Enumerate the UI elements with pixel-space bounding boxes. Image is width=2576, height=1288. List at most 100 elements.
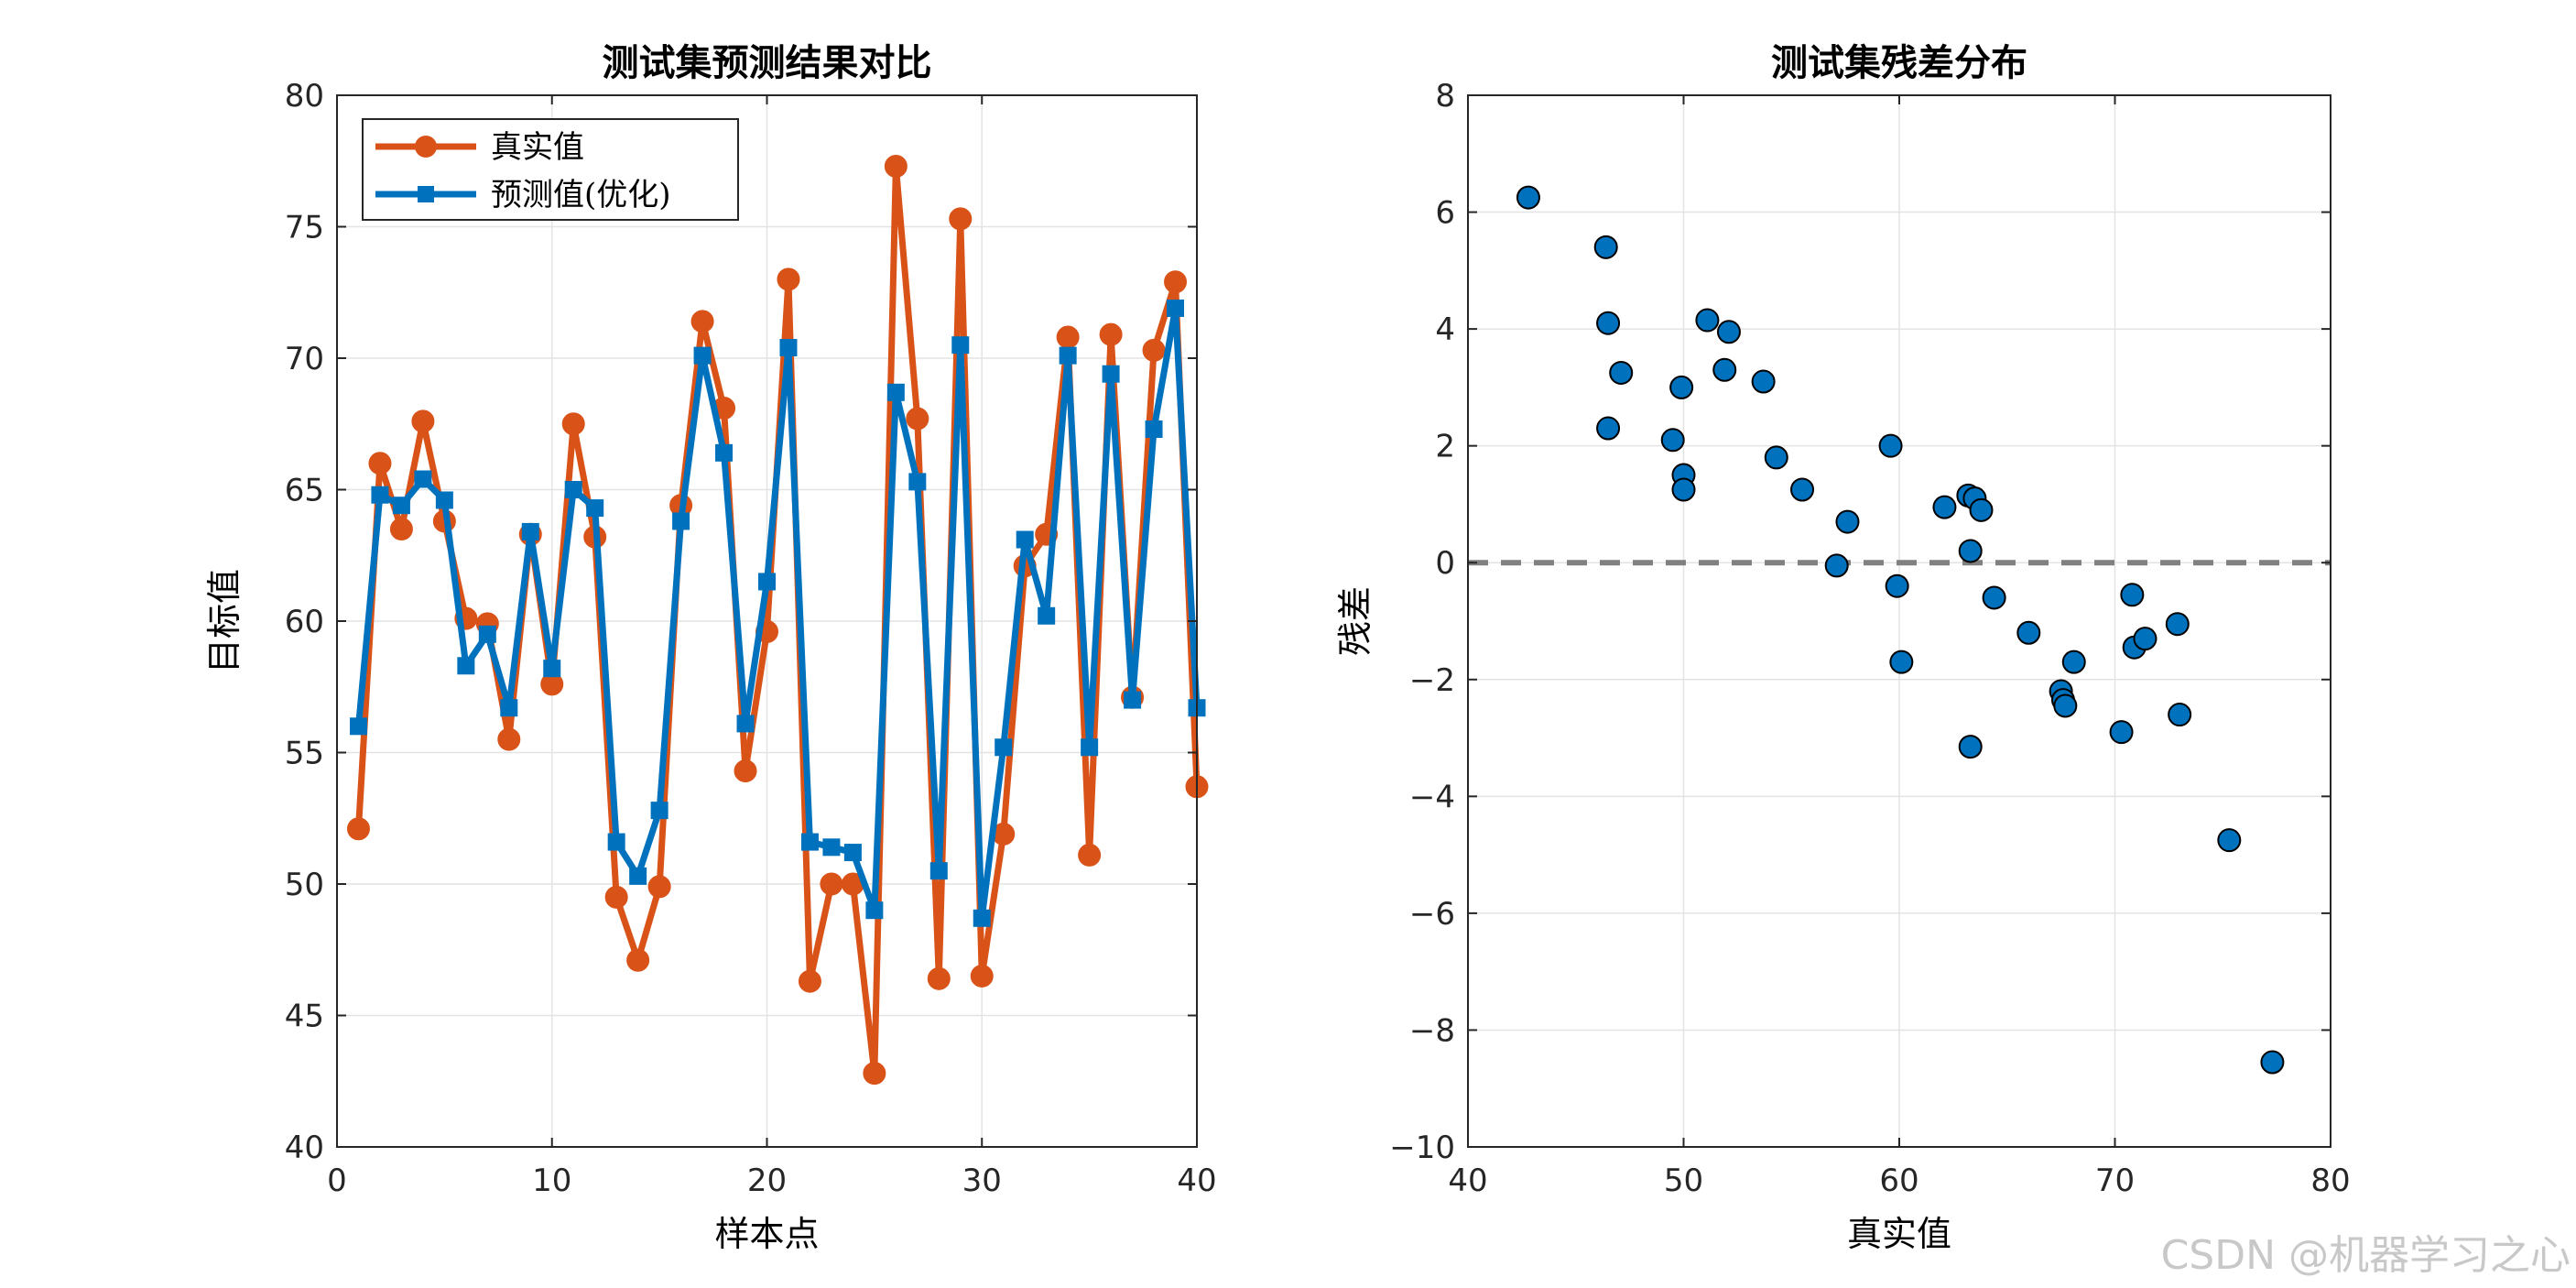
data-point bbox=[929, 862, 948, 880]
data-point bbox=[497, 727, 521, 751]
data-point bbox=[478, 625, 496, 643]
data-point bbox=[693, 346, 712, 365]
data-point bbox=[820, 872, 843, 896]
y-tick-label: −4 bbox=[1409, 779, 1455, 815]
residual-point bbox=[1669, 375, 1694, 399]
y-tick-label: 60 bbox=[285, 604, 324, 640]
data-point bbox=[414, 470, 432, 488]
comparison-chart: 0 10 20 30 40 40 45 50 55 60 65 70 75 80 测试集预测结果对比 样本… bbox=[204, 41, 1217, 1254]
y-axis-label: 残差 bbox=[1335, 586, 1375, 656]
y-tick-label: 75 bbox=[285, 210, 324, 246]
residual-point bbox=[1764, 445, 1788, 470]
y-tick-label: 80 bbox=[285, 78, 324, 115]
data-point bbox=[392, 497, 410, 515]
data-point bbox=[626, 948, 650, 972]
data-point bbox=[690, 310, 714, 333]
y-tick-label: 6 bbox=[1435, 195, 1455, 232]
series-predicted bbox=[349, 299, 1206, 927]
data-point bbox=[822, 838, 841, 857]
data-point bbox=[1081, 738, 1099, 757]
residual-point bbox=[1695, 308, 1720, 333]
data-point bbox=[863, 1062, 886, 1086]
x-tick-label: 30 bbox=[962, 1162, 1002, 1199]
legend-label-predicted: 预测值(优化) bbox=[491, 177, 671, 213]
residual-point bbox=[1982, 585, 2006, 610]
data-point bbox=[843, 844, 862, 862]
legend-marker-predicted bbox=[418, 186, 434, 202]
x-axis-label: 真实值 bbox=[1847, 1214, 1951, 1254]
data-point bbox=[906, 407, 929, 431]
residual-point bbox=[1712, 357, 1737, 382]
data-point bbox=[368, 452, 392, 475]
residual-point bbox=[1671, 477, 1696, 502]
data-point bbox=[411, 409, 435, 433]
residual-point bbox=[1596, 311, 1621, 335]
chart-title: 测试集预测结果对比 bbox=[603, 41, 932, 84]
data-point bbox=[586, 499, 604, 518]
data-point bbox=[629, 867, 647, 885]
tick-labels: 40 50 60 70 80 −10 −8 −6 −4 −2 0 2 4 6 8 bbox=[1389, 78, 2350, 1199]
residual-point bbox=[2168, 703, 2192, 727]
legend: 真实值 预测值(优化) bbox=[362, 118, 739, 221]
y-tick-label: 65 bbox=[285, 473, 324, 509]
x-tick-label: 50 bbox=[1664, 1162, 1703, 1199]
x-tick-label: 70 bbox=[2095, 1162, 2135, 1199]
data-point bbox=[777, 267, 800, 291]
residual-point bbox=[2120, 583, 2145, 607]
data-point bbox=[349, 717, 367, 736]
data-point bbox=[1145, 420, 1163, 438]
residual-point bbox=[1516, 185, 1540, 210]
data-point bbox=[1167, 299, 1185, 317]
data-point bbox=[1078, 843, 1102, 867]
data-point bbox=[1124, 691, 1142, 709]
x-tick-label: 40 bbox=[1177, 1162, 1216, 1199]
residual-point bbox=[1751, 369, 1776, 394]
residual-point bbox=[2061, 649, 2086, 674]
data-point bbox=[561, 412, 585, 436]
data-point bbox=[457, 657, 475, 675]
residual-point bbox=[1660, 428, 1685, 453]
legend-label-actual: 真实值 bbox=[491, 129, 584, 166]
residual-point bbox=[1824, 553, 1849, 578]
data-point bbox=[865, 901, 884, 920]
x-tick-label: 10 bbox=[532, 1162, 571, 1199]
data-point bbox=[521, 522, 539, 540]
residual-point bbox=[2053, 693, 2078, 718]
watermark: CSDN @机器学习之心 bbox=[2160, 1232, 2571, 1279]
x-tick-label: 0 bbox=[327, 1162, 347, 1199]
data-point bbox=[927, 966, 951, 990]
tick-labels: 0 10 20 30 40 40 45 50 55 60 65 70 75 80 bbox=[285, 78, 1217, 1199]
residual-point bbox=[2260, 1050, 2285, 1075]
data-point bbox=[800, 833, 819, 851]
residual-point bbox=[2165, 612, 2190, 637]
y-tick-label: −8 bbox=[1409, 1012, 1455, 1049]
data-point bbox=[1102, 365, 1120, 383]
data-point bbox=[1099, 322, 1123, 346]
residual-point bbox=[1958, 539, 1983, 563]
y-tick-label: 55 bbox=[285, 736, 324, 772]
data-point bbox=[886, 383, 905, 401]
residual-point bbox=[1790, 477, 1815, 502]
y-tick-label: −2 bbox=[1409, 662, 1455, 699]
data-point bbox=[1059, 346, 1077, 365]
data-point bbox=[1038, 606, 1056, 625]
data-point bbox=[564, 481, 582, 498]
data-point bbox=[672, 512, 690, 530]
y-tick-label: −10 bbox=[1389, 1130, 1455, 1166]
residual-point bbox=[1969, 497, 1994, 522]
residual-point bbox=[2016, 620, 2041, 645]
data-point bbox=[389, 518, 413, 541]
y-tick-label: 2 bbox=[1435, 429, 1455, 465]
data-point bbox=[734, 759, 757, 783]
data-point bbox=[970, 964, 994, 988]
data-point bbox=[758, 573, 776, 591]
data-point bbox=[949, 207, 973, 231]
scatter-points bbox=[1516, 185, 2285, 1075]
residual-point bbox=[1932, 495, 1957, 519]
data-point bbox=[1056, 325, 1080, 349]
data-point bbox=[1016, 530, 1034, 549]
x-tick-label: 40 bbox=[1448, 1162, 1487, 1199]
series-line bbox=[354, 304, 1201, 922]
residual-point bbox=[1958, 735, 1983, 759]
